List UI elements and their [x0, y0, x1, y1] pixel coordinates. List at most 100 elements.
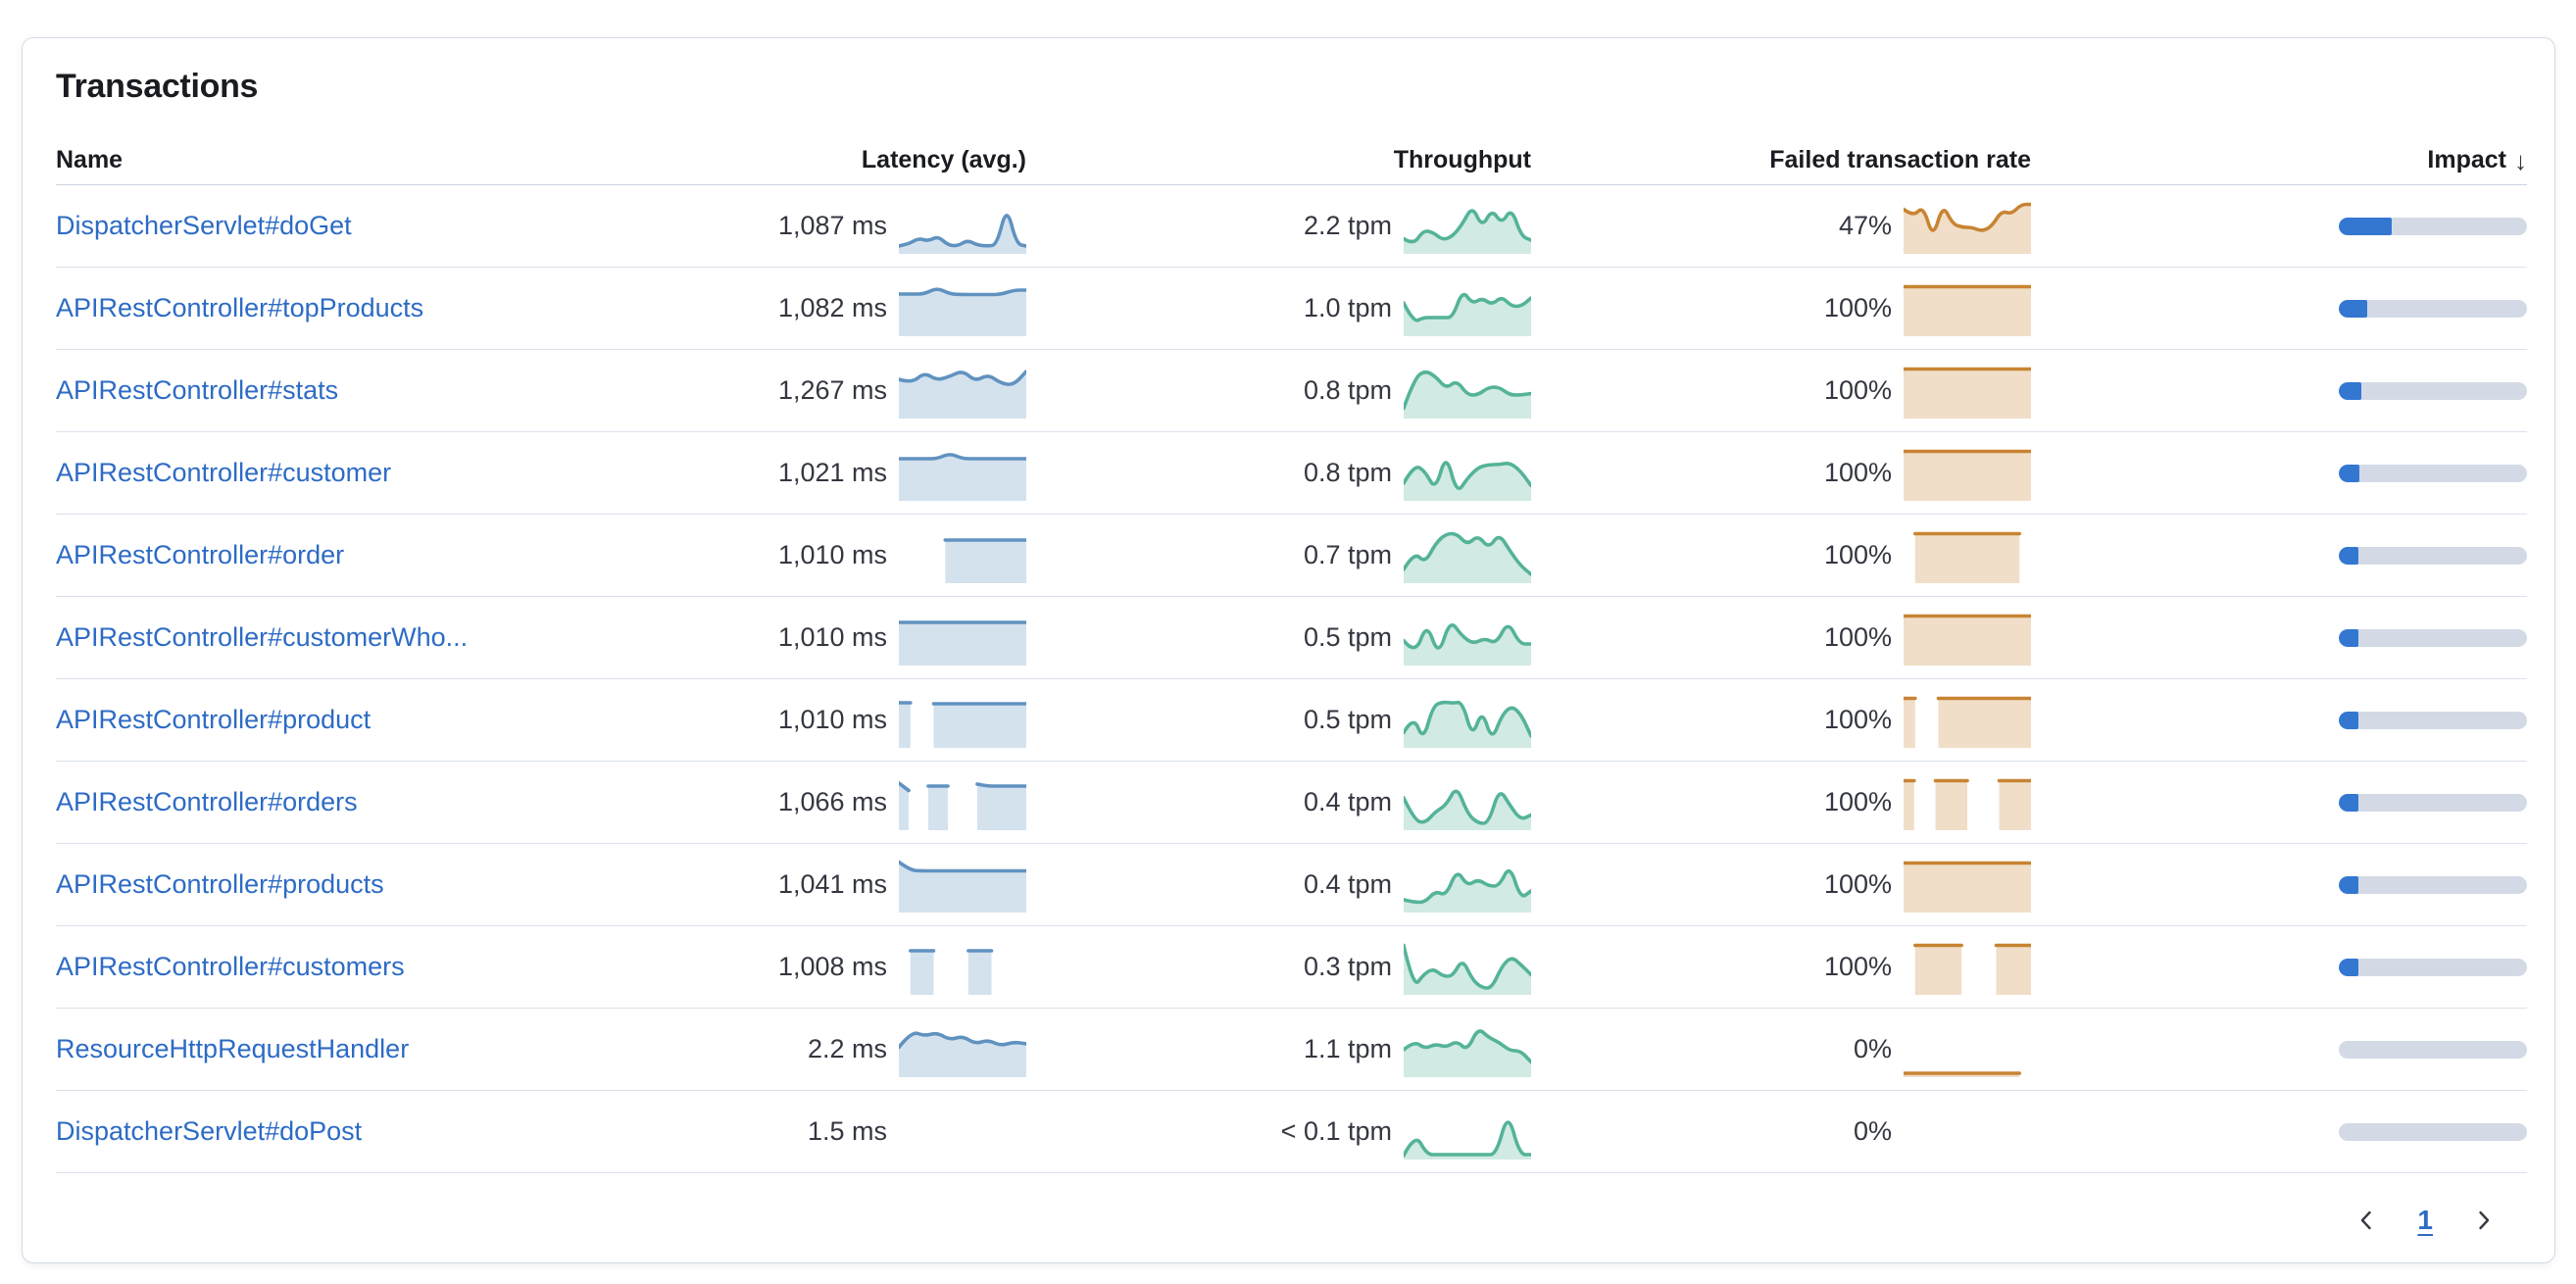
table-row: APIRestController#product 1,010 ms 0.5 t…	[56, 679, 2527, 762]
latency-value: 1,066 ms	[777, 787, 887, 816]
transaction-name-link[interactable]: APIRestController#order	[56, 540, 345, 569]
failed-rate-sparkline	[1904, 202, 2031, 254]
transaction-name-link[interactable]: APIRestController#orders	[56, 787, 358, 816]
throughput-value: 0.4 tpm	[1303, 787, 1392, 816]
table-row: APIRestController#customerWho... 1,010 m…	[56, 597, 2527, 679]
latency-sparkline	[899, 213, 1026, 254]
latency-sparkline	[899, 369, 1026, 419]
impact-bar-fill	[2339, 628, 2358, 647]
transaction-name-link[interactable]: APIRestController#customer	[56, 458, 392, 487]
transaction-name-link[interactable]: APIRestController#stats	[56, 375, 339, 405]
latency-sparkline	[899, 619, 1026, 666]
throughput-value: 0.8 tpm	[1303, 375, 1392, 405]
failed-rate-value: 100%	[1823, 705, 1892, 734]
failed-rate-value: 100%	[1823, 787, 1892, 816]
transactions-panel: Transactions Name Latency (avg.) Through…	[22, 37, 2555, 1263]
transaction-name-link[interactable]: APIRestController#products	[56, 869, 384, 899]
throughput-sparkline	[1404, 370, 1531, 419]
table-row: APIRestController#stats 1,267 ms 0.8 tpm…	[56, 350, 2527, 432]
latency-value: 2.2 ms	[807, 1034, 887, 1063]
throughput-value: < 0.1 tpm	[1280, 1116, 1392, 1146]
chevron-left-icon	[2361, 1210, 2372, 1230]
impact-bar	[2339, 299, 2527, 318]
impact-bar-fill	[2339, 875, 2358, 894]
failed-rate-sparkline	[1904, 367, 2031, 419]
table-row: DispatcherServlet#doPost 1.5 ms < 0.1 tp…	[56, 1091, 2527, 1173]
impact-bar-fill	[2339, 299, 2367, 318]
impact-bar	[2339, 1040, 2527, 1059]
throughput-sparkline	[1404, 700, 1531, 748]
impact-bar-fill	[2339, 381, 2362, 400]
failed-rate-sparkline	[1904, 696, 2031, 748]
throughput-value: 0.5 tpm	[1303, 622, 1392, 652]
failed-rate-value: 0%	[1853, 1034, 1892, 1063]
table-row: DispatcherServlet#doGet 1,087 ms 2.2 tpm…	[56, 185, 2527, 268]
failed-rate-value: 47%	[1838, 211, 1892, 240]
impact-bar-fill	[2339, 958, 2358, 976]
throughput-sparkline	[1404, 1119, 1531, 1160]
transaction-name-link[interactable]: DispatcherServlet#doGet	[56, 211, 352, 240]
throughput-sparkline	[1404, 531, 1531, 583]
impact-bar	[2339, 381, 2527, 400]
throughput-sparkline	[1404, 868, 1531, 913]
column-header-throughput[interactable]: Throughput	[1393, 145, 1531, 173]
impact-bar-fill	[2339, 217, 2392, 235]
column-header-impact-label: Impact	[2427, 145, 2506, 173]
transaction-name-link[interactable]: ResourceHttpRequestHandler	[56, 1034, 410, 1063]
latency-value: 1,087 ms	[777, 211, 887, 240]
table-row: APIRestController#products 1,041 ms 0.4 …	[56, 844, 2527, 926]
panel-title: Transactions	[56, 68, 259, 105]
sort-descending-icon: ↓	[2514, 145, 2527, 175]
transaction-name-link[interactable]: APIRestController#customers	[56, 952, 405, 981]
column-header-name[interactable]: Name	[56, 145, 124, 173]
column-header-impact[interactable]: Impact ↓	[2031, 145, 2527, 175]
next-page-button[interactable]	[2466, 1203, 2502, 1238]
transaction-name-link[interactable]: APIRestController#customerWho...	[56, 622, 469, 652]
latency-value: 1,041 ms	[777, 869, 887, 899]
throughput-value: 0.4 tpm	[1303, 869, 1392, 899]
failed-rate-sparkline	[1904, 614, 2031, 666]
impact-bar	[2339, 875, 2527, 894]
impact-bar	[2339, 793, 2527, 812]
transaction-name-link[interactable]: APIRestController#product	[56, 705, 372, 734]
failed-rate-value: 100%	[1823, 375, 1892, 405]
previous-page-button[interactable]	[2349, 1203, 2384, 1238]
impact-bar	[2339, 1122, 2527, 1141]
latency-value: 1,082 ms	[777, 293, 887, 322]
page-number-current[interactable]: 1	[2417, 1205, 2433, 1235]
table-row: APIRestController#customers 1,008 ms 0.3…	[56, 926, 2527, 1009]
table-header-row: Name Latency (avg.) Throughput Failed tr…	[56, 135, 2527, 185]
throughput-sparkline	[1404, 292, 1531, 336]
latency-sparkline	[899, 452, 1026, 501]
table-row: ResourceHttpRequestHandler 2.2 ms 1.1 tp…	[56, 1009, 2527, 1091]
latency-value: 1,010 ms	[777, 705, 887, 734]
latency-sparkline	[909, 948, 994, 995]
column-header-latency[interactable]: Latency (avg.)	[861, 145, 1026, 173]
table-body: DispatcherServlet#doGet 1,087 ms 2.2 tpm…	[56, 185, 2527, 1173]
impact-bar	[2339, 958, 2527, 976]
latency-sparkline	[899, 860, 1026, 913]
failed-rate-sparkline	[1913, 943, 2031, 995]
impact-bar-fill	[2339, 793, 2358, 812]
throughput-sparkline	[1404, 1028, 1531, 1077]
transaction-name-link[interactable]: DispatcherServlet#doPost	[56, 1116, 363, 1146]
failed-rate-sparkline	[1913, 531, 2021, 583]
table-row: APIRestController#orders 1,066 ms 0.4 tp…	[56, 762, 2527, 844]
column-header-failed-rate[interactable]: Failed transaction rate	[1769, 145, 2031, 173]
throughput-value: 1.1 tpm	[1303, 1034, 1392, 1063]
latency-value: 1,010 ms	[777, 540, 887, 569]
latency-sparkline	[943, 537, 1026, 583]
throughput-value: 0.3 tpm	[1303, 952, 1392, 981]
failed-rate-sparkline	[1904, 861, 2031, 913]
transaction-name-link[interactable]: APIRestController#topProducts	[56, 293, 424, 322]
chevron-right-icon	[2479, 1210, 2490, 1230]
latency-sparkline	[899, 700, 1026, 748]
throughput-value: 1.0 tpm	[1303, 293, 1392, 322]
impact-bar	[2339, 628, 2527, 647]
latency-value: 1,267 ms	[777, 375, 887, 405]
throughput-value: 0.7 tpm	[1303, 540, 1392, 569]
throughput-sparkline	[1404, 460, 1531, 501]
failed-rate-sparkline	[1904, 284, 2031, 336]
failed-rate-sparkline	[1904, 449, 2031, 501]
impact-bar-fill	[2339, 546, 2358, 565]
